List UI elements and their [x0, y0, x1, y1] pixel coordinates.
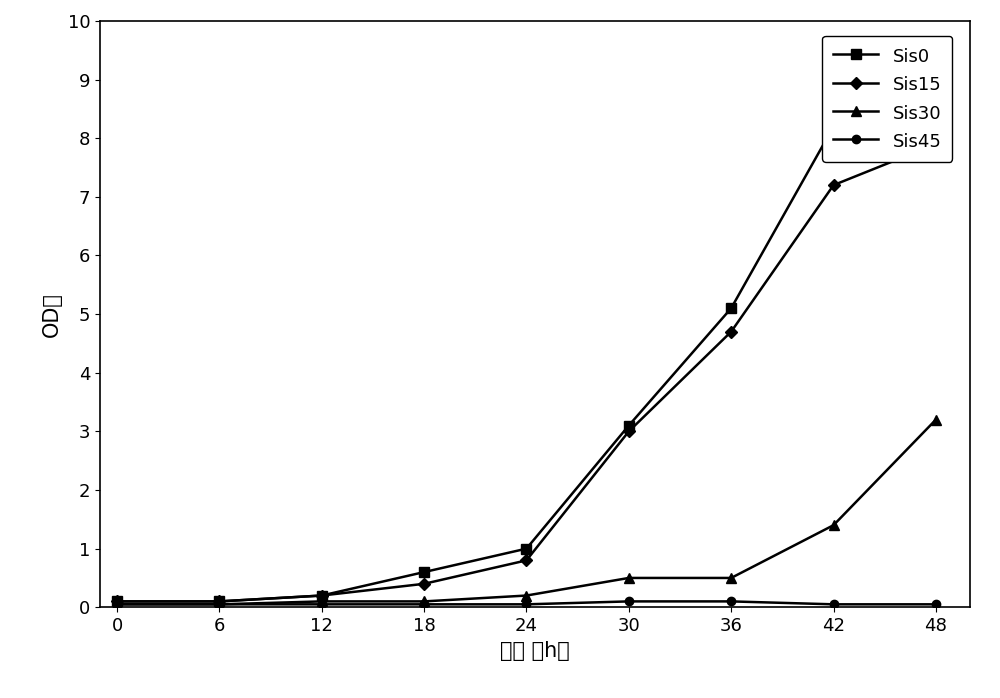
Line: Sis0: Sis0 — [112, 92, 941, 607]
Sis15 — [418, 579, 430, 588]
Sis15 — [520, 556, 532, 565]
Sis45 — [930, 600, 942, 609]
Sis30 — [418, 597, 430, 606]
Sis45 — [725, 597, 737, 606]
Sis30 — [316, 597, 328, 606]
Sis45 — [213, 600, 225, 609]
Sis0 — [725, 304, 737, 313]
Sis30 — [520, 591, 532, 600]
Sis15 — [316, 591, 328, 600]
Sis30 — [111, 600, 123, 609]
Sis0 — [316, 591, 328, 600]
Sis0 — [418, 568, 430, 577]
Sis0 — [111, 597, 123, 606]
Sis15 — [725, 327, 737, 336]
Line: Sis15: Sis15 — [113, 140, 940, 606]
Sis0 — [828, 122, 840, 131]
Line: Sis30: Sis30 — [112, 415, 941, 609]
Sis30 — [725, 574, 737, 582]
Sis45 — [316, 600, 328, 609]
Sis30 — [930, 415, 942, 424]
Sis0 — [520, 544, 532, 553]
Sis0 — [623, 422, 635, 430]
Sis30 — [623, 574, 635, 582]
Sis45 — [111, 600, 123, 609]
Sis45 — [623, 597, 635, 606]
Sis45 — [418, 600, 430, 609]
Sis0 — [930, 93, 942, 101]
Sis45 — [828, 600, 840, 609]
Sis30 — [213, 600, 225, 609]
Sis0 — [213, 597, 225, 606]
Sis30 — [828, 521, 840, 529]
Sis45 — [520, 600, 532, 609]
Sis15 — [930, 140, 942, 148]
Line: Sis45: Sis45 — [113, 597, 940, 609]
Legend: Sis0, Sis15, Sis30, Sis45: Sis0, Sis15, Sis30, Sis45 — [822, 36, 952, 162]
Sis15 — [111, 597, 123, 606]
Sis15 — [623, 427, 635, 436]
Sis15 — [828, 181, 840, 189]
Y-axis label: OD値: OD値 — [42, 292, 62, 336]
Sis15 — [213, 597, 225, 606]
X-axis label: 时间 （h）: 时间 （h） — [500, 641, 570, 660]
